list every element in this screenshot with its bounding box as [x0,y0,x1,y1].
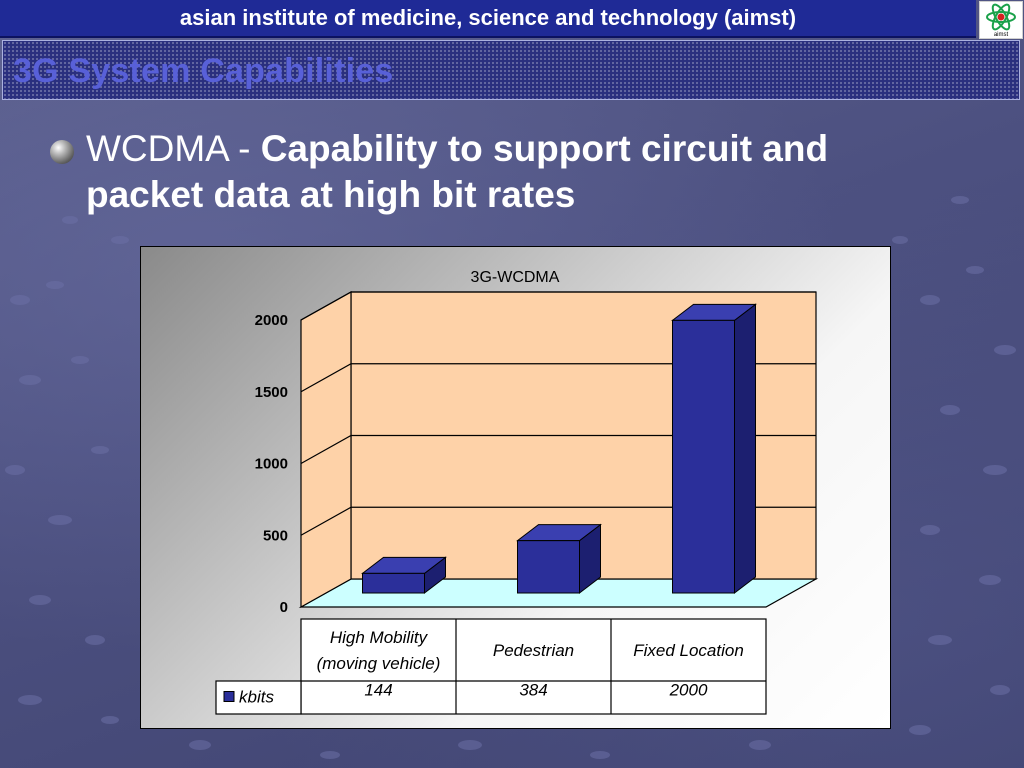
value-label: 2000 [669,681,708,700]
table-body [300,618,767,715]
category-label: Pedestrian [493,641,574,660]
bullet-strong: Capability to support circuit and packet… [86,128,829,215]
bullet-text: WCDMA - Capability to support circuit an… [86,126,926,218]
chart-title: 3G-WCDMA [471,269,560,286]
institute-header: asian institute of medicine, science and… [0,0,976,38]
chart-gridlines [300,291,816,536]
y-tick-label: 1500 [255,384,288,401]
category-label: (moving vehicle) [317,654,441,673]
y-axis-ticks: 0 500 1000 1500 2000 [255,312,288,616]
bullet-lead: WCDMA - [86,128,261,169]
gridline [300,434,816,465]
chart-frame: 3G-WCDMA 0 500 1000 1500 2000 High Mobility (… [140,246,891,729]
gridline [300,506,816,536]
y-tick-label: 1000 [255,456,288,473]
chart-bars [361,303,757,595]
aimst-logo: aimst [979,1,1023,39]
aimst-atom-logo-icon: aimst [986,3,1016,38]
category-label: High Mobility [330,628,429,647]
category-label: Fixed Location [633,641,744,660]
bar-front [362,572,425,594]
institute-name: asian institute of medicine, science and… [179,5,797,30]
value-label: 384 [519,681,547,700]
logo-text: aimst [994,32,1009,38]
title-bar: 3G System Capabilities [2,40,1020,100]
bar-2 [516,523,602,595]
y-tick-label: 0 [280,599,288,616]
bar-side [734,303,756,595]
legend-label: kbits [239,688,274,707]
y-tick-label: 2000 [255,312,288,329]
gridline [300,291,816,321]
bar-chart: 3G-WCDMA 0 500 1000 1500 2000 High Mobility (… [215,269,819,715]
bar-front [517,540,580,594]
slide-title: 3G System Capabilities [13,52,394,90]
value-label: 144 [364,681,392,700]
bar-front [672,319,735,594]
y-tick-label: 500 [263,527,288,544]
bar-3 [671,303,757,595]
data-table: High Mobility (moving vehicle) 144 Pedestri… [215,618,767,715]
bar-1 [361,556,447,595]
legend-swatch [223,691,235,702]
sphere-bullet-icon [50,140,74,164]
legend-cell [215,680,302,715]
gridline [300,363,816,393]
